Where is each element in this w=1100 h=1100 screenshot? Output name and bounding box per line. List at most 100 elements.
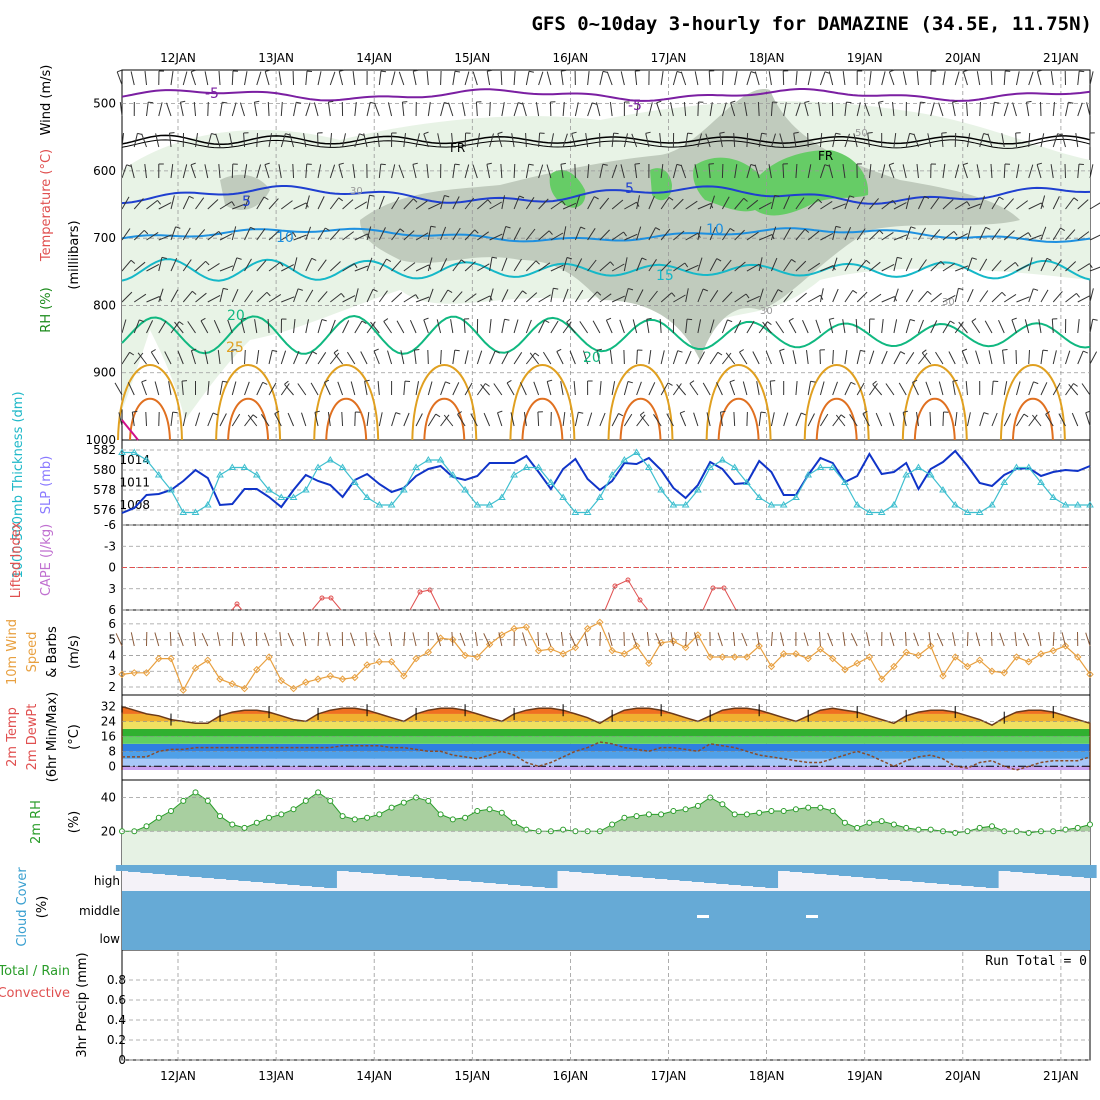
wind-barb: [489, 257, 493, 272]
surface-wind-barb: [770, 631, 773, 647]
slp-marker: [252, 471, 261, 478]
wind-barb-flag: [852, 289, 858, 294]
wind-barb: [281, 232, 294, 241]
wind-barb: [1016, 264, 1030, 272]
wind-barb: [448, 102, 454, 117]
wind-barb: [1065, 102, 1069, 117]
slp-marker: [461, 486, 469, 493]
wind-barb: [204, 164, 209, 179]
wind-barb: [329, 319, 336, 334]
wind-barb: [489, 201, 502, 210]
wind-barb-flag: [804, 100, 810, 103]
rh-marker: [462, 814, 469, 821]
rh-marker: [670, 808, 677, 814]
windspeed-marker: [118, 670, 126, 679]
wind-barb: [427, 381, 433, 396]
wind-barb: [313, 102, 319, 117]
cloud-high-bar: [691, 865, 705, 882]
wind-barb-flag: [777, 289, 783, 293]
wind-barb: [828, 164, 834, 179]
wind-barb-flag: [321, 319, 327, 322]
wind-barb: [697, 257, 703, 272]
wind-barb: [1002, 350, 1005, 365]
wind-barb: [672, 383, 682, 396]
wind-barb-flag: [445, 381, 451, 385]
wind-barb: [170, 226, 177, 241]
wind-barb: [489, 233, 503, 241]
wind-barb: [562, 102, 565, 117]
windspeed-marker: [559, 650, 567, 658]
wind-barb-flag: [774, 194, 780, 197]
wind-barb: [133, 319, 140, 334]
wind-barb-flag: [900, 351, 906, 355]
wind-barb: [756, 381, 760, 396]
wind-barb-flag: [801, 412, 806, 416]
wind-barb-flag: [454, 349, 460, 352]
cloud-high-bar: [189, 865, 203, 877]
rh-marker: [1025, 829, 1032, 836]
wind-barb: [182, 259, 192, 272]
wind-barb-flag: [457, 411, 462, 415]
surface-wind-barb: [670, 632, 674, 647]
wind-barb: [182, 71, 188, 86]
wind-barb: [624, 201, 637, 210]
wind-barb: [721, 228, 731, 241]
surface-wind-barb: [936, 632, 944, 647]
wind-barb-flag: [702, 288, 708, 292]
wind-barb: [869, 293, 882, 303]
windspeed-marker: [473, 653, 482, 661]
wind-barb: [166, 102, 172, 117]
wind-barb-flag: [339, 69, 345, 72]
wind-barb: [333, 352, 343, 365]
wind-barb: [121, 291, 133, 303]
windspeed-marker: [620, 650, 629, 658]
wind-barb: [579, 321, 589, 334]
wind-barb: [121, 352, 131, 365]
wind-barb: [256, 382, 264, 396]
wind-barb-flag: [596, 291, 602, 296]
wind-barb: [881, 164, 886, 179]
wind-barb-flag: [962, 348, 968, 352]
wind-barb: [881, 263, 895, 272]
surface-wind-barb: [451, 631, 454, 647]
wind-barb: [366, 412, 370, 427]
windspeed-marker: [951, 653, 959, 661]
wind-barb: [685, 319, 688, 334]
rh-marker: [143, 823, 150, 830]
wind-barb-flag: [311, 257, 317, 261]
wind-barb: [954, 71, 960, 86]
wind-barb: [207, 231, 220, 241]
slp-marker: [167, 486, 175, 493]
wind-barb: [314, 412, 319, 427]
wind-barb-flag: [966, 201, 971, 207]
wind-barb: [916, 71, 919, 86]
wind-barb: [440, 226, 447, 241]
wind-barb: [244, 71, 248, 86]
wind-barb: [795, 412, 802, 427]
wind-barb-flag: [710, 203, 714, 209]
wind-barb: [1065, 197, 1075, 210]
cloud-high-bar: [520, 865, 533, 886]
cloud-high-bar: [152, 865, 166, 874]
wind-barb: [130, 164, 135, 179]
wind-barb: [832, 349, 834, 365]
wind-barb: [952, 381, 956, 396]
wind-barb: [660, 164, 664, 179]
wind-barb: [378, 412, 383, 427]
surface-wind-barb: [928, 632, 932, 647]
wind-barb: [807, 71, 812, 86]
wind-barb: [672, 71, 678, 86]
wind-barb: [452, 382, 460, 396]
temperature-contour: [313, 364, 380, 441]
wind-barb: [428, 202, 442, 210]
wind-barb: [1061, 133, 1066, 148]
windspeed-marker: [718, 653, 727, 661]
wind-barb-flag: [1036, 162, 1043, 165]
wind-barb: [1003, 102, 1009, 117]
wind-barb: [170, 321, 180, 334]
wind-barb: [133, 261, 146, 272]
wind-barb: [396, 320, 405, 334]
wind-barb: [941, 133, 944, 148]
wind-barb-flag: [1011, 317, 1017, 321]
